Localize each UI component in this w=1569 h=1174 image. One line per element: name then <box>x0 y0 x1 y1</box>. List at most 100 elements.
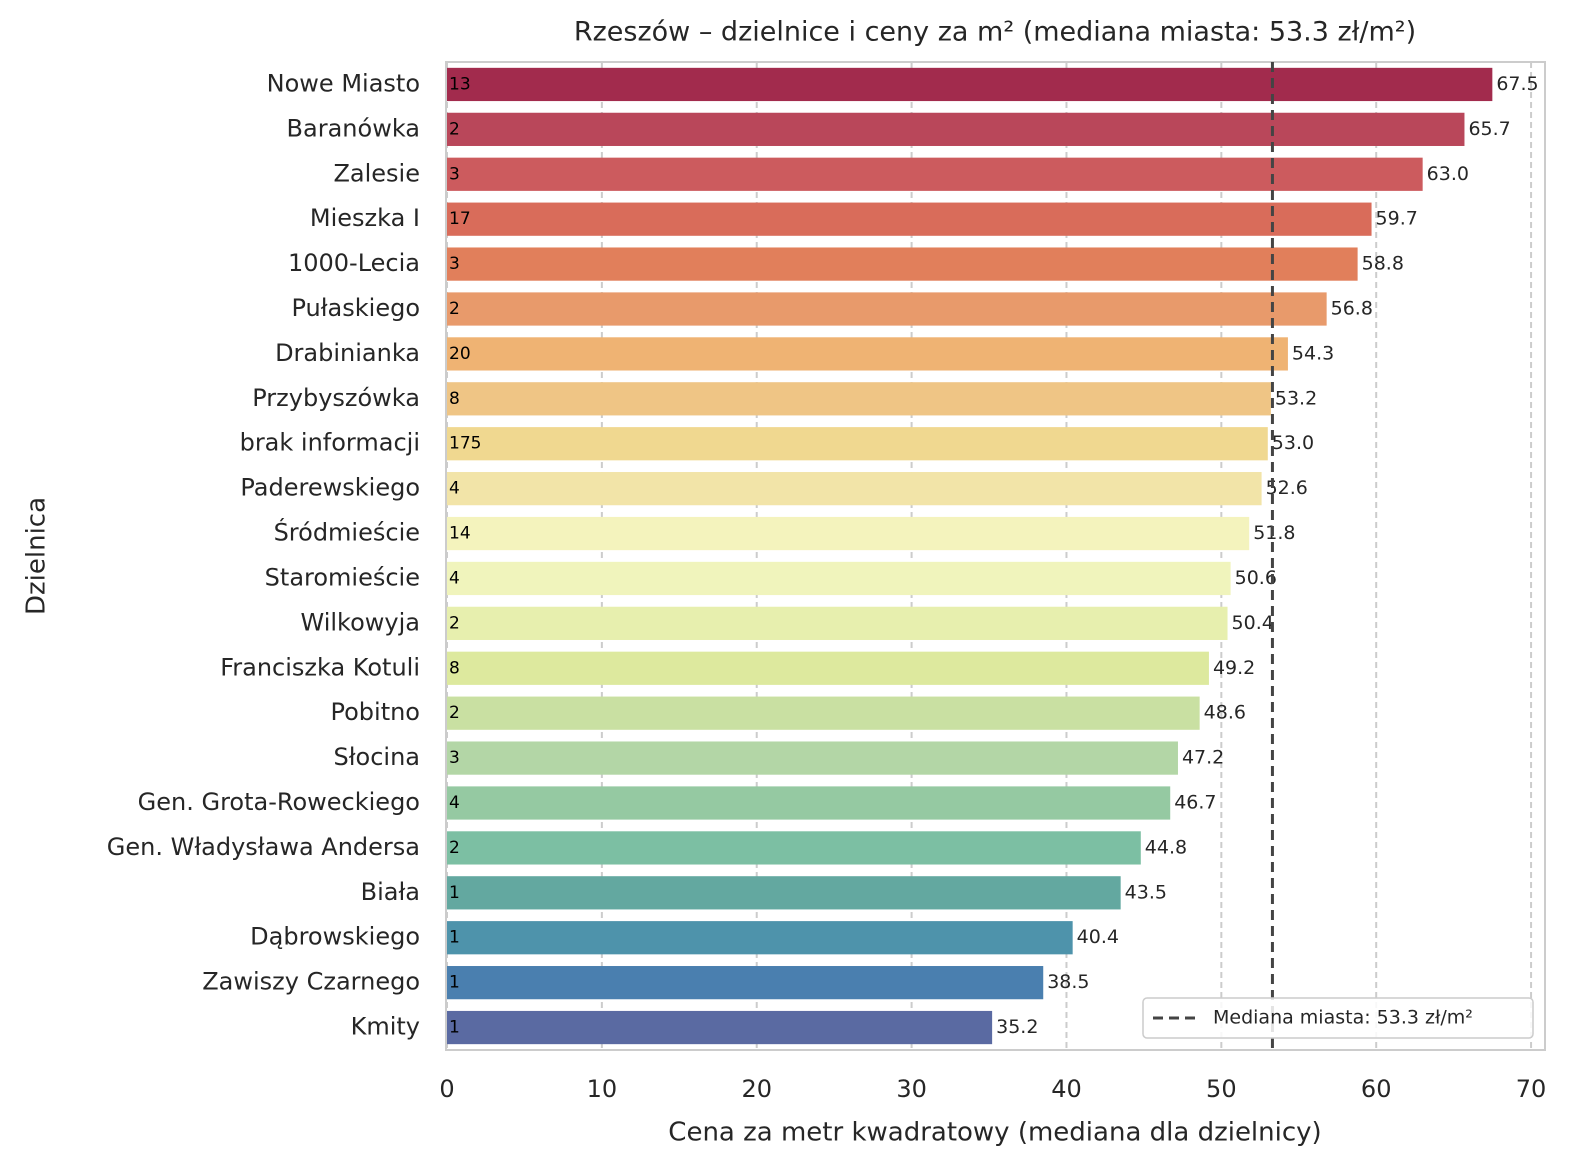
count-label: 2 <box>449 838 460 858</box>
x-tick-label: 30 <box>896 1075 927 1103</box>
value-label: 53.0 <box>1272 432 1314 454</box>
count-label: 3 <box>449 164 460 184</box>
value-label: 48.6 <box>1204 702 1246 724</box>
bar <box>447 382 1271 416</box>
value-label: 56.8 <box>1331 298 1373 320</box>
bar <box>447 516 1250 551</box>
y-tick-label: Paderewskiego <box>240 474 420 502</box>
bar <box>447 472 1262 506</box>
value-label: 53.2 <box>1275 387 1317 409</box>
y-tick-label: Gen. Grota-Roweckiego <box>138 788 420 816</box>
y-tick-label: Drabinianka <box>275 339 420 367</box>
y-tick-label: Pobitno <box>330 698 420 726</box>
bar <box>447 651 1209 685</box>
bar <box>447 966 1044 1000</box>
y-tick-label: Zawiszy Czarnego <box>202 968 420 996</box>
y-tick-label: Śródmieście <box>274 517 420 547</box>
y-tick-label: Franciszka Kotuli <box>220 653 420 681</box>
bar <box>447 561 1231 596</box>
count-label: 8 <box>449 389 460 409</box>
value-label: 44.8 <box>1145 836 1187 858</box>
x-tick-label: 70 <box>1516 1075 1547 1103</box>
bar <box>447 606 1228 640</box>
y-tick-label: Zalesie <box>333 159 420 187</box>
y-tick-label: Staromieście <box>265 563 420 591</box>
bar <box>447 786 1171 820</box>
x-tick-label: 40 <box>1051 1075 1082 1103</box>
value-label: 38.5 <box>1047 971 1089 993</box>
legend-box <box>1142 997 1534 1039</box>
y-tick-label: Baranówka <box>287 114 420 142</box>
count-label: 1 <box>449 928 460 948</box>
value-label: 49.2 <box>1213 657 1255 679</box>
y-tick-label: Nowe Miasto <box>267 69 420 97</box>
bar <box>447 831 1141 865</box>
bar <box>447 67 1493 102</box>
bar <box>447 202 1372 236</box>
count-label: 1 <box>449 1018 460 1038</box>
value-label: 51.8 <box>1253 522 1295 544</box>
count-label: 2 <box>449 299 460 319</box>
value-label: 43.5 <box>1125 881 1167 903</box>
value-label: 40.4 <box>1077 926 1119 948</box>
count-label: 20 <box>449 344 471 364</box>
count-label: 3 <box>449 254 460 274</box>
legend-label: Mediana miasta: 53.3 zł/m² <box>1213 1007 1473 1029</box>
count-label: 1 <box>449 883 460 903</box>
value-label: 47.2 <box>1182 747 1224 769</box>
y-tick-label: brak informacji <box>240 429 420 457</box>
count-label: 4 <box>449 479 460 499</box>
x-tick-label: 0 <box>439 1075 454 1103</box>
bar <box>447 876 1121 910</box>
value-label: 63.0 <box>1427 163 1469 185</box>
count-label: 175 <box>449 434 481 454</box>
y-tick-label: Biała <box>361 878 420 906</box>
count-label: 1 <box>449 973 460 993</box>
value-label: 54.3 <box>1292 342 1334 364</box>
value-label: 65.7 <box>1468 118 1510 140</box>
bar <box>447 427 1268 461</box>
bar <box>447 112 1465 146</box>
x-tick-label: 60 <box>1361 1075 1392 1103</box>
y-tick-label: Kmity <box>351 1013 420 1041</box>
y-tick-label: Słocina <box>333 743 420 771</box>
y-axis-label: Dzielnica <box>22 497 52 615</box>
y-tick-label: Pułaskiego <box>291 294 420 322</box>
count-label: 14 <box>449 524 471 544</box>
y-tick-label: Przybyszówka <box>252 384 420 412</box>
y-tick-label: Mieszka I <box>310 204 420 232</box>
bar <box>447 921 1073 955</box>
value-label: 46.7 <box>1174 792 1216 814</box>
bar <box>447 741 1178 775</box>
x-tick-label: 10 <box>587 1075 618 1103</box>
count-label: 17 <box>449 209 471 229</box>
y-tick-label: Wilkowyja <box>301 608 420 636</box>
y-tick-label: Dąbrowskiego <box>250 923 420 951</box>
value-label: 35.2 <box>996 1016 1038 1038</box>
count-label: 8 <box>449 658 460 678</box>
bar <box>447 696 1200 730</box>
bar <box>447 292 1327 326</box>
bar <box>447 157 1423 191</box>
count-label: 2 <box>449 119 460 139</box>
y-tick-label: Gen. Władysława Andersa <box>107 833 420 861</box>
value-label: 50.6 <box>1235 567 1277 589</box>
x-tick-label: 20 <box>741 1075 772 1103</box>
count-label: 4 <box>449 793 460 813</box>
value-label: 52.6 <box>1266 477 1308 499</box>
count-label: 2 <box>449 613 460 633</box>
value-label: 50.4 <box>1232 612 1274 634</box>
y-tick-label: 1000-Lecia <box>288 249 420 277</box>
x-tick-label: 50 <box>1206 1075 1237 1103</box>
count-label: 4 <box>449 568 460 588</box>
value-label: 59.7 <box>1376 208 1418 230</box>
x-axis-label: Cena za metr kwadratowy (mediana dla dzi… <box>668 1118 1321 1148</box>
count-label: 3 <box>449 748 460 768</box>
count-label: 2 <box>449 703 460 723</box>
count-label: 13 <box>449 74 471 94</box>
bar <box>447 337 1288 371</box>
value-label: 67.5 <box>1496 73 1538 95</box>
value-label: 58.8 <box>1362 253 1404 275</box>
bar <box>447 1010 993 1045</box>
